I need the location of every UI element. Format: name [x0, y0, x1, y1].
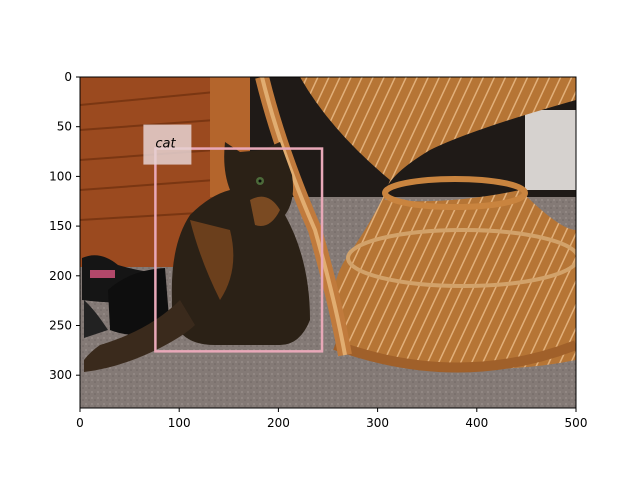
- annotation-label: cat: [155, 137, 176, 152]
- annotation-box: [154, 147, 324, 353]
- photo: [80, 77, 576, 408]
- axes-frame: [79, 76, 577, 409]
- y-tick-label: 300: [49, 368, 72, 382]
- x-axis: 0 100 200 300 400 500: [76, 408, 587, 430]
- x-tick-label: 100: [168, 416, 191, 430]
- wicker-table: [255, 77, 576, 373]
- y-axis: 0 50 100 150 200 250 300: [49, 70, 80, 382]
- annotation-label-background: [143, 124, 192, 165]
- y-tick-label: 200: [49, 269, 72, 283]
- x-tick-label: 300: [366, 416, 389, 430]
- y-tick-label: 50: [57, 120, 72, 134]
- y-tick-label: 250: [49, 318, 72, 332]
- x-tick-label: 200: [267, 416, 290, 430]
- cat: [84, 142, 310, 372]
- x-tick-label: 400: [465, 416, 488, 430]
- y-tick-label: 100: [49, 169, 72, 183]
- y-tick-label: 0: [64, 70, 72, 84]
- x-tick-label: 0: [76, 416, 84, 430]
- x-tick-label: 500: [565, 416, 588, 430]
- y-tick-label: 150: [49, 219, 72, 233]
